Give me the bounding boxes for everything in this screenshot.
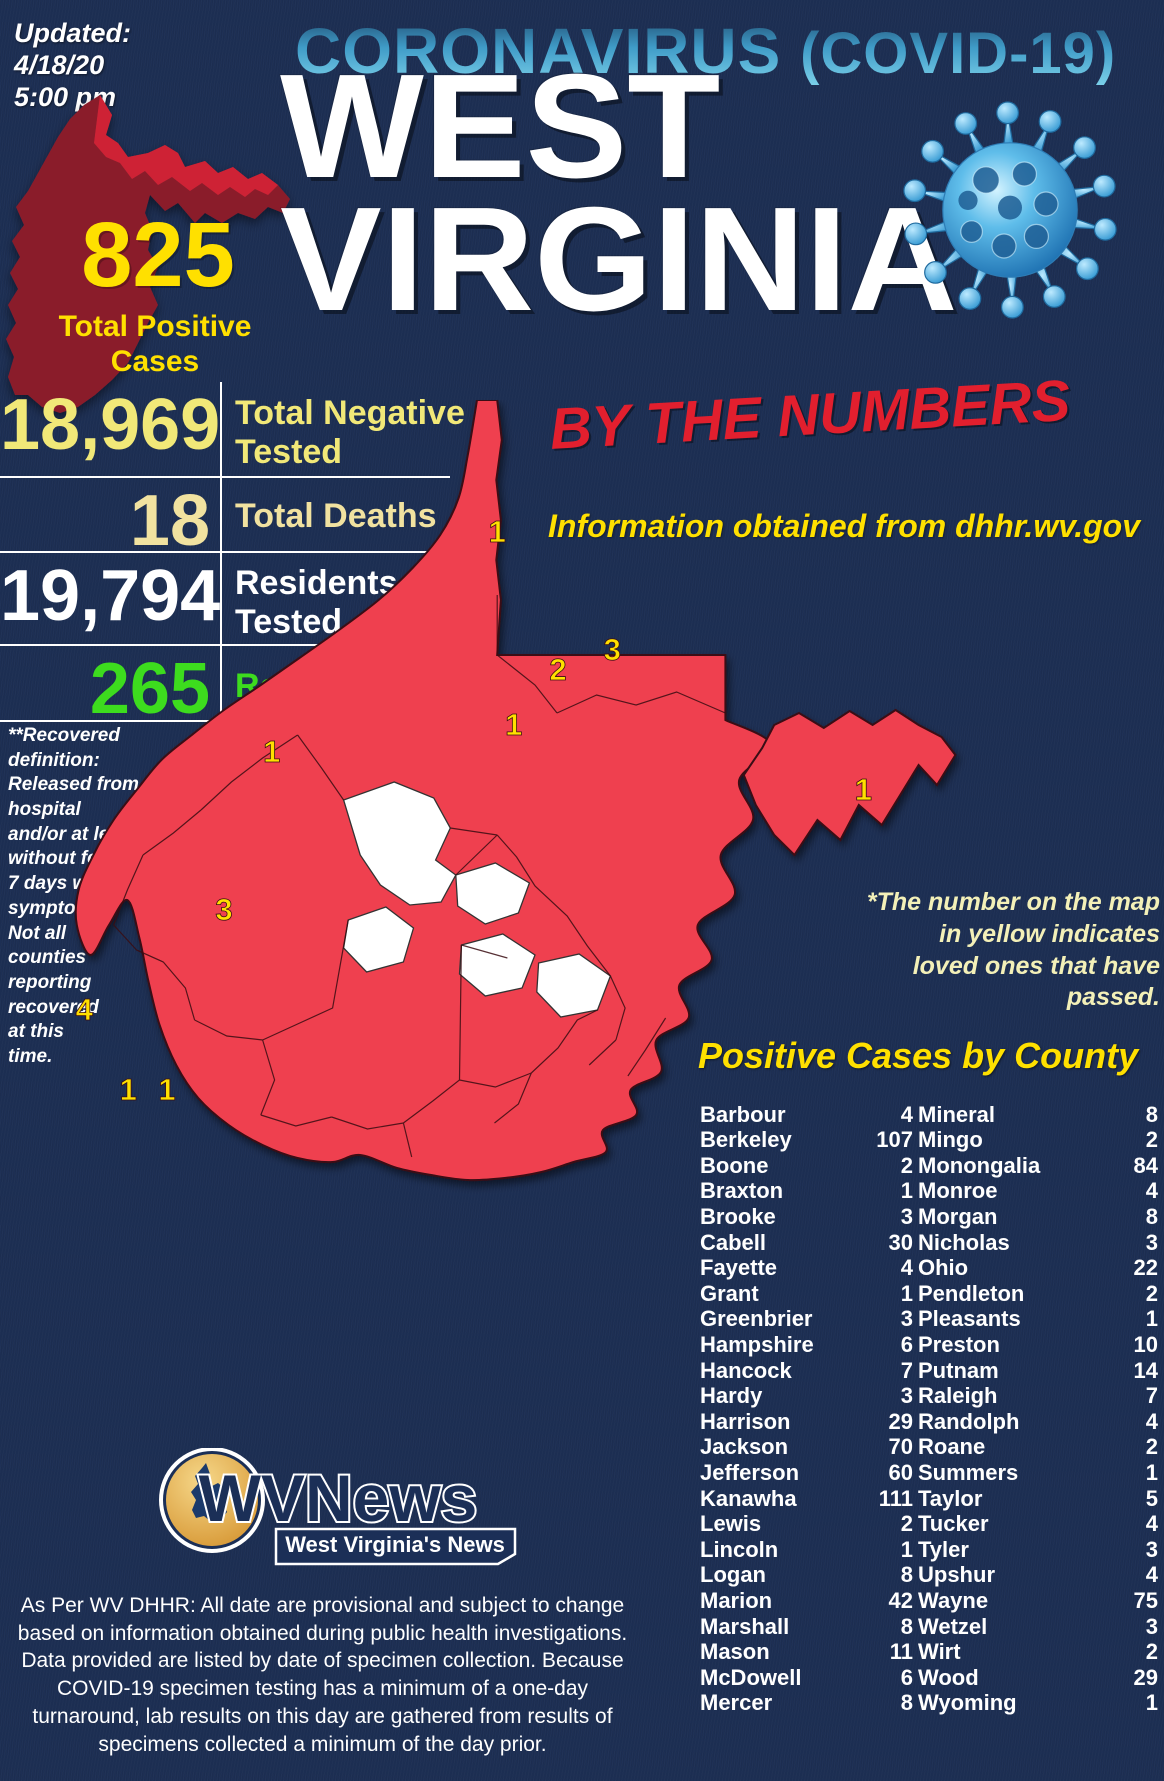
svg-text:2: 2 [549,652,566,687]
svg-text:3: 3 [215,892,232,927]
svg-text:1: 1 [120,1072,137,1107]
svg-text:1: 1 [505,707,522,742]
svg-text:4: 4 [76,992,94,1027]
svg-text:1: 1 [489,514,506,549]
svg-text:WVNews: WVNews [199,1461,478,1535]
svg-text:West Virginia's News: West Virginia's News [285,1532,505,1557]
svg-text:1: 1 [263,734,280,769]
svg-text:1: 1 [158,1072,175,1107]
svg-text:1: 1 [855,772,872,807]
svg-text:3: 3 [604,632,621,667]
